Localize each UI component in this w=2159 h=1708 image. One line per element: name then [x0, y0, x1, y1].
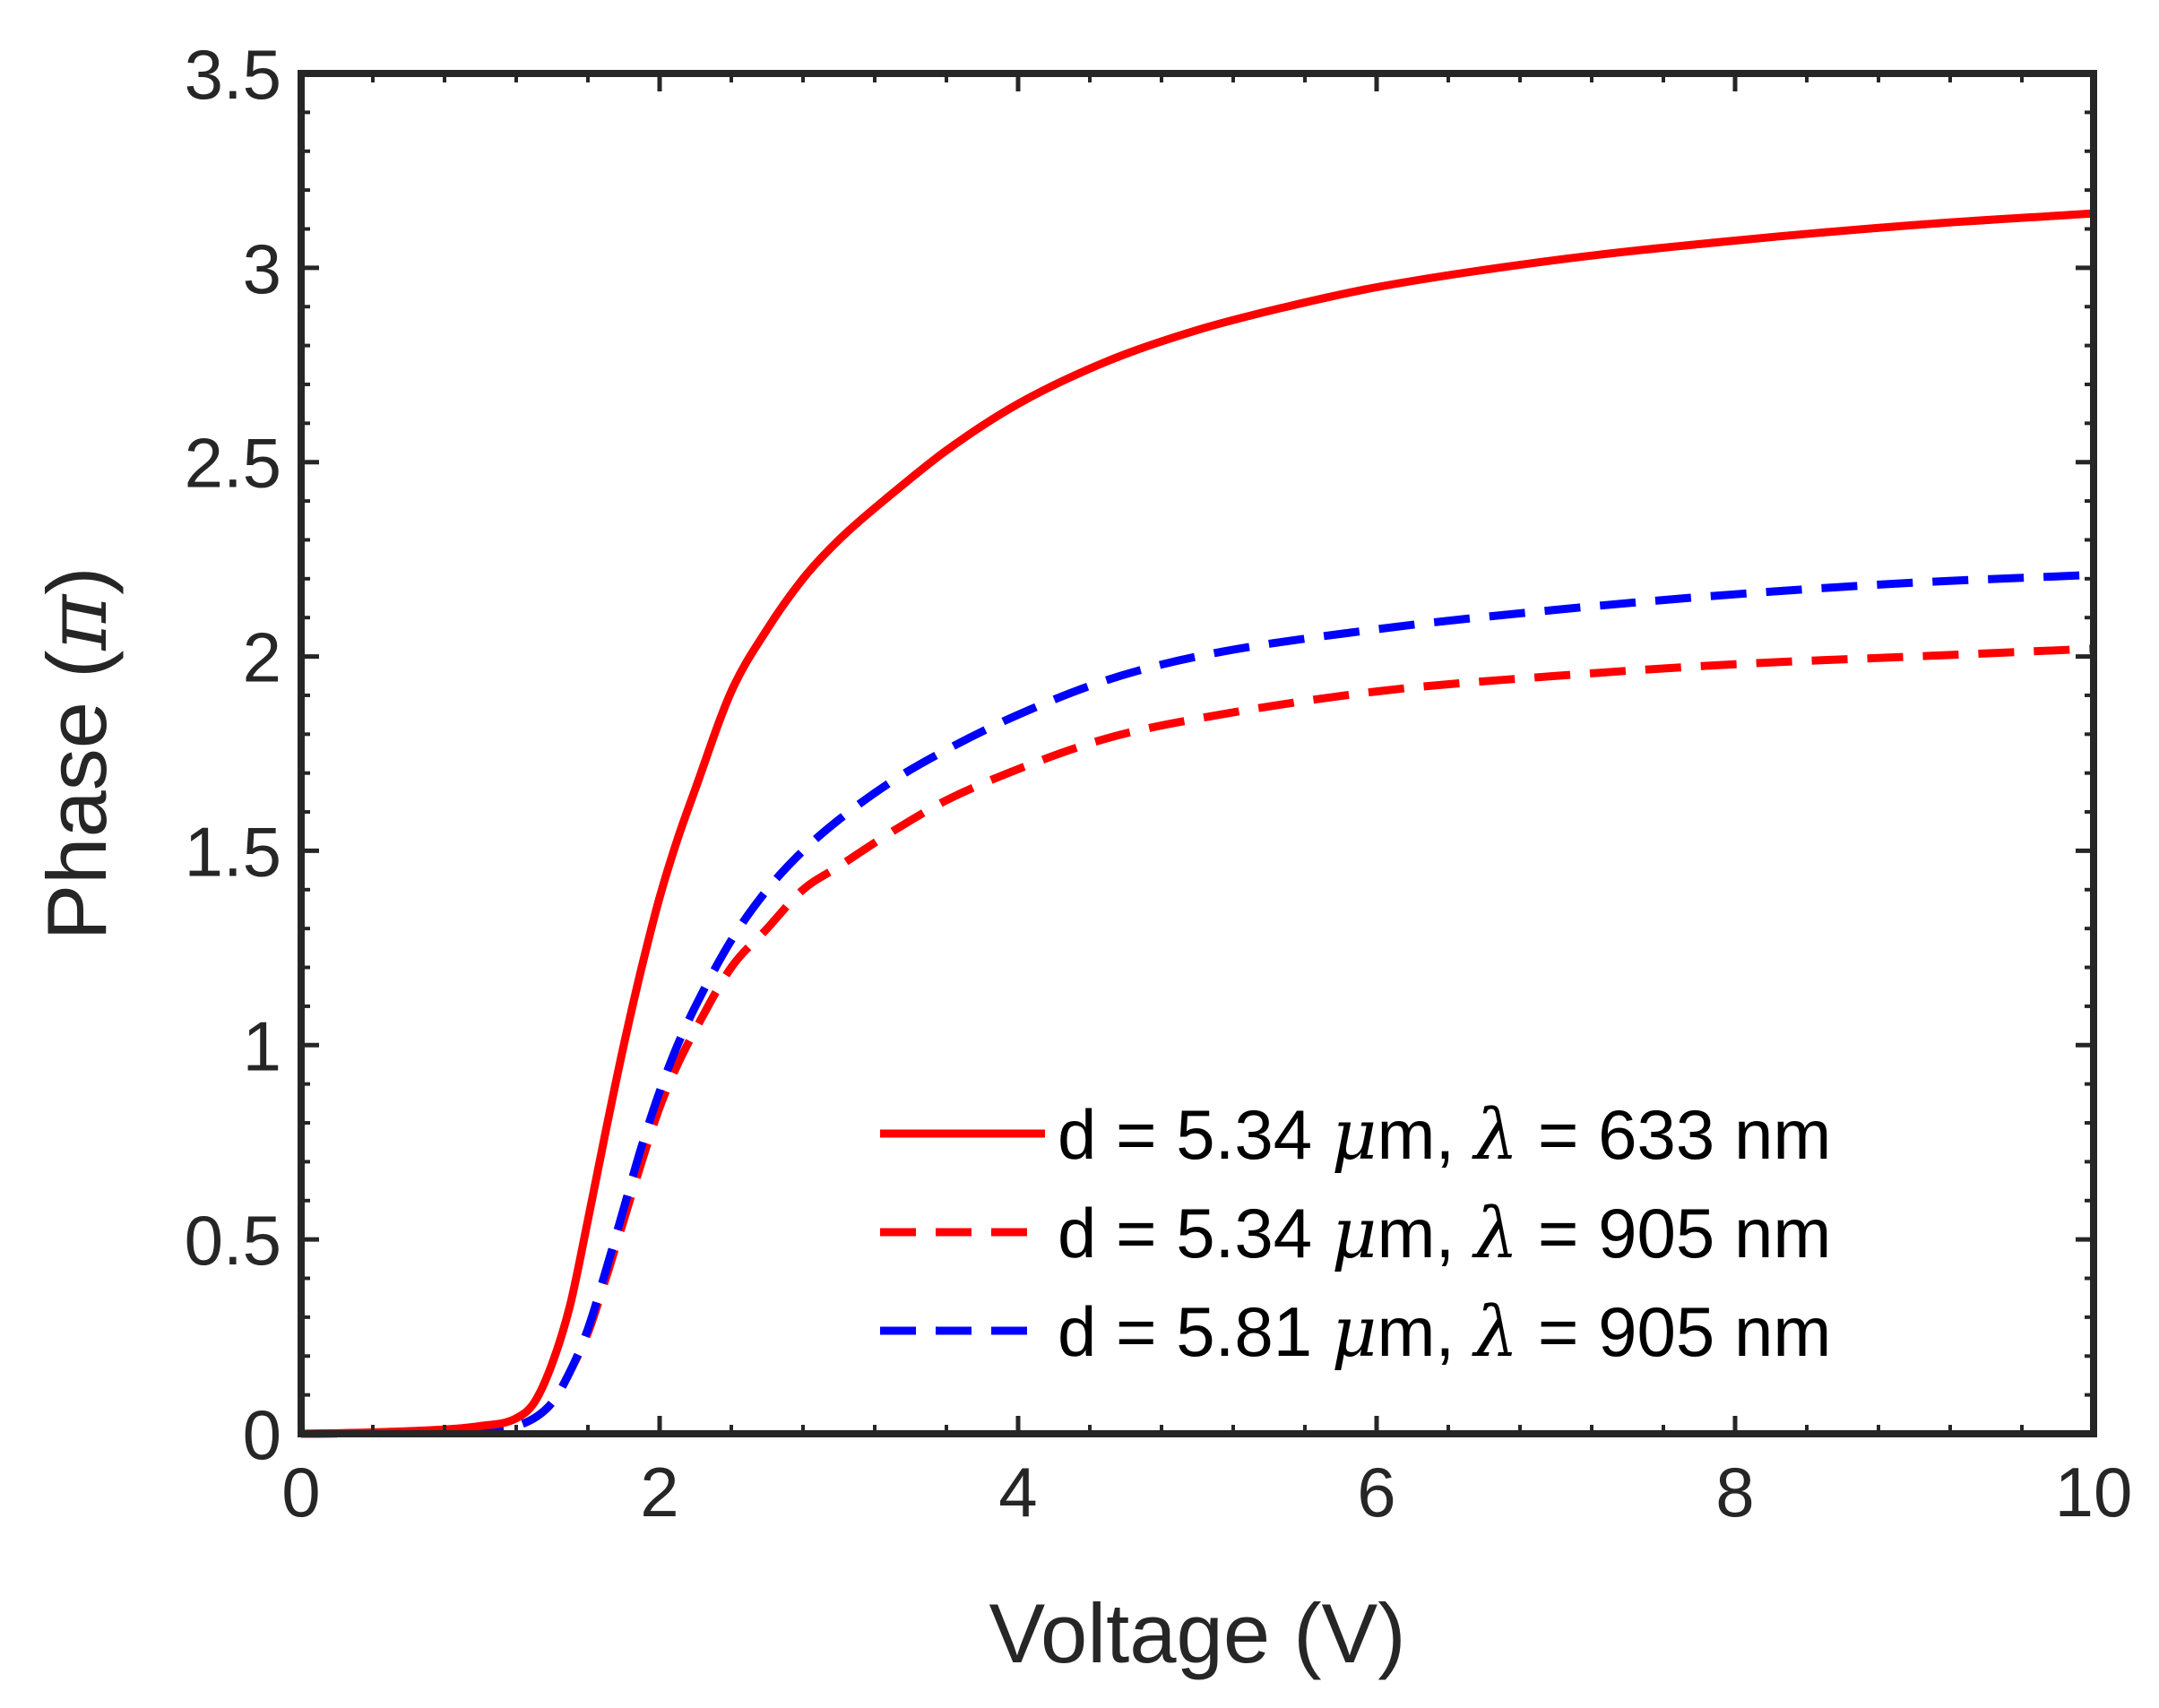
x-tick-label: 0: [281, 1453, 320, 1531]
y-tick-label: 2.5: [185, 424, 281, 503]
y-tick-label: 3: [243, 229, 281, 308]
legend-label: d = 5.34 μm, λ = 633 nm: [1058, 1095, 1831, 1176]
x-tick-label: 8: [1715, 1453, 1754, 1531]
plot-frame: [298, 70, 2097, 1437]
legend-text-part: m,: [1377, 1292, 1473, 1371]
legend-text-part: m,: [1377, 1095, 1473, 1174]
legend-text-part: = 633 nm: [1518, 1095, 1831, 1174]
legend-text-part: d = 5.34: [1058, 1095, 1332, 1174]
legend-symbol: λ: [1472, 1292, 1518, 1373]
legend-entry-1: d = 5.34 μm, λ = 633 nm: [880, 1095, 1831, 1176]
y-tick-label: 0.5: [185, 1201, 281, 1280]
x-tick-label: 10: [2055, 1453, 2133, 1531]
legend-entry-2: d = 5.34 μm, λ = 905 nm: [880, 1194, 1831, 1274]
legend-label: d = 5.81 μm, λ = 905 nm: [1058, 1292, 1831, 1373]
y-axis-title: Phase (π): [29, 566, 126, 940]
legend-text-part: d = 5.34: [1058, 1194, 1332, 1272]
y-axis-title-symbol: π: [29, 593, 126, 651]
x-tick-label: 2: [640, 1453, 678, 1531]
y-axis-title-main: Phase (: [30, 651, 124, 941]
y-tick-label: 3.5: [185, 35, 281, 114]
x-axis-title: Voltage (V): [989, 1586, 1405, 1680]
y-tick-label: 2: [243, 618, 281, 697]
y-tick-label: 0: [243, 1395, 281, 1474]
legend-entry-3: d = 5.81 μm, λ = 905 nm: [880, 1292, 1831, 1373]
y-tick-label: 1.5: [185, 812, 281, 891]
ticks-layer: 0 2 4 6 8 10 0 0.5 1 1.5 2 2.5 3 3.5: [185, 35, 2133, 1531]
legend-label: d = 5.34 μm, λ = 905 nm: [1058, 1194, 1831, 1274]
x-tick-label: 6: [1357, 1453, 1395, 1531]
legend-symbol: λ: [1472, 1194, 1518, 1274]
series-layer: [300, 209, 2094, 1438]
legend-text-part: m,: [1377, 1194, 1473, 1272]
y-tick-label: 1: [243, 1006, 281, 1085]
series-line-3: [300, 571, 2094, 1438]
legend-text-part: d = 5.81: [1058, 1292, 1332, 1371]
legend-text-part: = 905 nm: [1518, 1292, 1831, 1371]
legend-symbol: μ: [1332, 1194, 1377, 1274]
y-axis-title-end: ): [30, 566, 124, 594]
legend-symbol: μ: [1332, 1292, 1377, 1373]
legend-symbol: μ: [1332, 1095, 1377, 1176]
legend-symbol: λ: [1472, 1095, 1518, 1176]
legend-text-part: = 905 nm: [1518, 1194, 1831, 1272]
legend: d = 5.34 μm, λ = 633 nmd = 5.34 μm, λ = …: [880, 1095, 1831, 1373]
x-tick-label: 4: [998, 1453, 1037, 1531]
series-line-1: [300, 209, 2094, 1438]
